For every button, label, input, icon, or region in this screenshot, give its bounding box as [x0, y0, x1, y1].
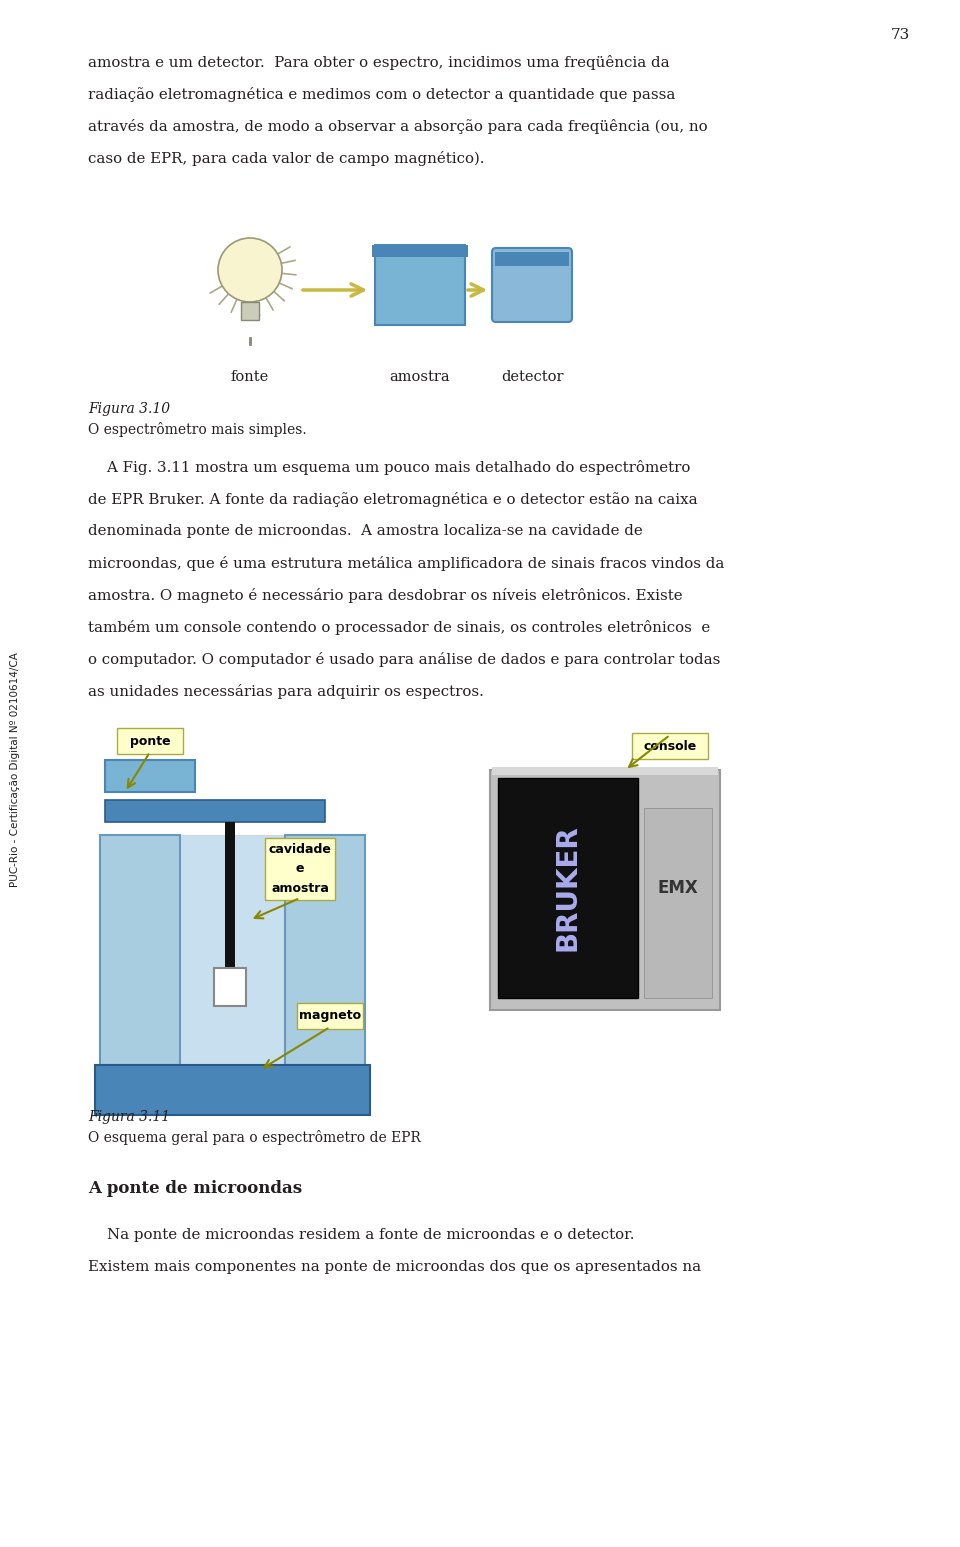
FancyBboxPatch shape: [100, 835, 180, 1064]
Text: e: e: [296, 863, 304, 876]
FancyBboxPatch shape: [180, 835, 285, 1064]
FancyBboxPatch shape: [490, 770, 720, 1010]
Text: as unidades necessárias para adquirir os espectros.: as unidades necessárias para adquirir os…: [88, 684, 484, 699]
FancyBboxPatch shape: [214, 968, 246, 1006]
FancyBboxPatch shape: [498, 778, 638, 998]
Text: O esquema geral para o espectrômetro de EPR: O esquema geral para o espectrômetro de …: [88, 1129, 420, 1145]
Text: amostra: amostra: [390, 370, 450, 384]
Text: cavidade: cavidade: [269, 843, 331, 855]
FancyBboxPatch shape: [105, 760, 195, 792]
FancyBboxPatch shape: [95, 1064, 370, 1115]
Text: microondas, que é uma estrutura metálica amplificadora de sinais fracos vindos d: microondas, que é uma estrutura metálica…: [88, 555, 725, 571]
Text: o computador. O computador é usado para análise de dados e para controlar todas: o computador. O computador é usado para …: [88, 651, 720, 667]
Text: magneto: magneto: [299, 1010, 361, 1023]
Text: fonte: fonte: [230, 370, 269, 384]
Text: Figura 3.10: Figura 3.10: [88, 402, 170, 416]
Text: denominada ponte de microondas.  A amostra localiza-se na cavidade de: denominada ponte de microondas. A amostr…: [88, 524, 643, 538]
Text: BRUKER: BRUKER: [554, 825, 582, 951]
Text: PUC-Rio - Certificação Digital Nº 0210614/CA: PUC-Rio - Certificação Digital Nº 021061…: [10, 653, 20, 888]
FancyBboxPatch shape: [297, 1002, 363, 1029]
FancyBboxPatch shape: [375, 244, 465, 325]
Text: O espectrômetro mais simples.: O espectrômetro mais simples.: [88, 422, 306, 436]
Text: A Fig. 3.11 mostra um esquema um pouco mais detalhado do espectrômetro: A Fig. 3.11 mostra um esquema um pouco m…: [88, 459, 690, 475]
Text: EMX: EMX: [658, 879, 698, 897]
Text: detector: detector: [501, 370, 564, 384]
Text: Figura 3.11: Figura 3.11: [88, 1111, 170, 1125]
Text: caso de EPR, para cada valor de campo magnético).: caso de EPR, para cada valor de campo ma…: [88, 152, 485, 166]
FancyBboxPatch shape: [117, 729, 183, 753]
FancyBboxPatch shape: [265, 838, 335, 900]
FancyBboxPatch shape: [225, 821, 235, 979]
FancyBboxPatch shape: [495, 252, 569, 266]
Text: 73: 73: [891, 28, 910, 42]
FancyBboxPatch shape: [241, 302, 259, 320]
Text: radiação eletromagnética e medimos com o detector a quantidade que passa: radiação eletromagnética e medimos com o…: [88, 87, 676, 102]
Text: também um console contendo o processador de sinais, os controles eletrônicos  e: também um console contendo o processador…: [88, 620, 710, 634]
Text: amostra e um detector.  Para obter o espectro, incidimos uma freqüência da: amostra e um detector. Para obter o espe…: [88, 56, 670, 70]
FancyBboxPatch shape: [492, 248, 572, 322]
Text: Na ponte de microondas residem a fonte de microondas e o detector.: Na ponte de microondas residem a fonte d…: [88, 1228, 635, 1242]
FancyBboxPatch shape: [285, 835, 365, 1064]
Text: ponte: ponte: [130, 735, 170, 747]
Text: através da amostra, de modo a observar a absorção para cada freqüência (ou, no: através da amostra, de modo a observar a…: [88, 119, 708, 135]
FancyBboxPatch shape: [644, 808, 712, 998]
FancyBboxPatch shape: [105, 800, 325, 821]
FancyBboxPatch shape: [372, 244, 468, 257]
Text: amostra. O magneto é necessário para desdobrar os níveis eletrônicos. Existe: amostra. O magneto é necessário para des…: [88, 588, 683, 603]
FancyBboxPatch shape: [632, 733, 708, 760]
Circle shape: [218, 238, 282, 302]
Text: console: console: [643, 739, 697, 752]
Text: A ponte de microondas: A ponte de microondas: [88, 1180, 302, 1197]
Text: amostra: amostra: [271, 882, 329, 894]
Text: Existem mais componentes na ponte de microondas dos que os apresentados na: Existem mais componentes na ponte de mic…: [88, 1259, 701, 1275]
FancyBboxPatch shape: [492, 767, 718, 775]
Text: de EPR Bruker. A fonte da radiação eletromagnética e o detector estão na caixa: de EPR Bruker. A fonte da radiação eletr…: [88, 492, 698, 507]
